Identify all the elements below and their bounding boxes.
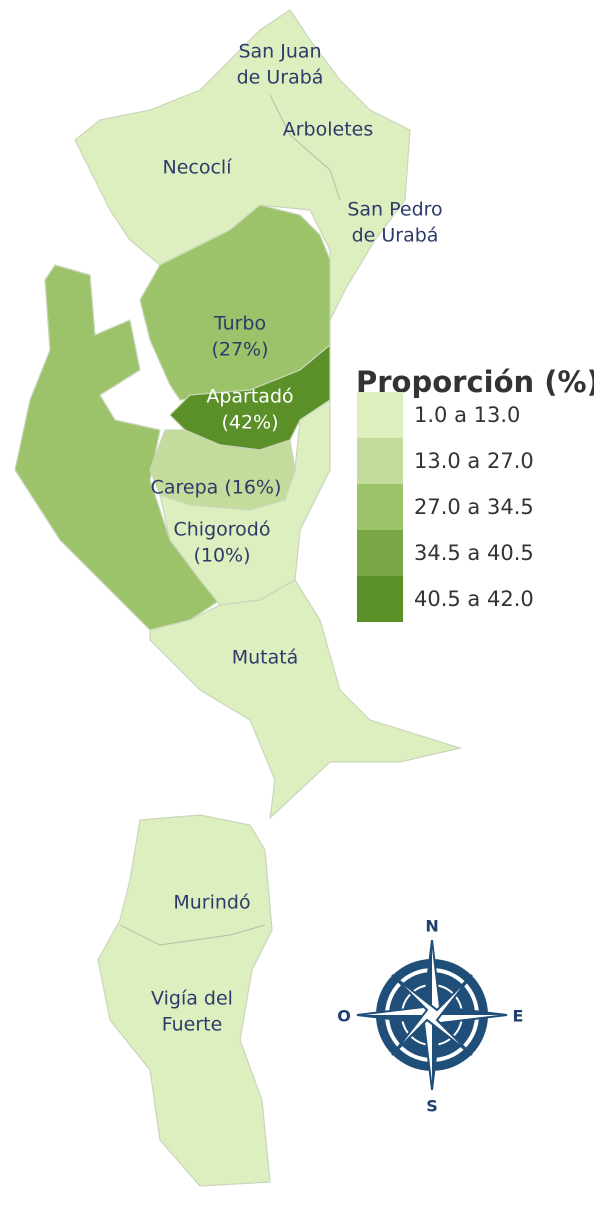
region-label: San Juan [238,41,321,63]
compass-rose: N E S O [337,917,523,1116]
boundary [119,924,266,946]
boundary [269,94,341,201]
region-label: San Pedro [347,199,442,221]
region-label: Apartadó [206,386,293,408]
legend-swatch [357,530,403,576]
legend-label: 27.0 a 34.5 [414,495,534,519]
region-label: de Urabá [237,67,324,89]
regions [14,9,463,1187]
legend: Proporción (%) 1.0 a 13.013.0 a 27.027.0… [356,365,594,622]
legend-label: 34.5 a 40.5 [414,541,534,565]
region-chigorodo [159,398,331,606]
region-label: (27%) [211,339,268,361]
region-label: Arboletes [283,119,374,141]
boundaries [119,94,341,946]
compass-s: S [426,1097,438,1116]
compass-star-minor [391,974,473,1056]
legend-swatch [357,576,403,622]
legend-swatch [357,484,403,530]
legend-label: 13.0 a 27.0 [414,449,534,473]
legend-swatch [357,438,403,484]
region-label: Murindó [173,892,250,914]
compass-e: E [513,1007,524,1026]
region-label: Turbo [213,313,266,335]
legend-swatch [357,392,403,438]
region-mutata [149,579,463,820]
region-south [97,814,273,1187]
region-label: Necoclí [163,157,233,179]
legend-label: 40.5 a 42.0 [414,587,534,611]
region-label: (42%) [221,412,278,434]
compass-n: N [425,917,438,936]
region-label: Mutatá [232,647,299,669]
legend-label: 1.0 a 13.0 [414,403,520,427]
region-label: Fuerte [162,1014,223,1036]
compass-o: O [337,1007,351,1026]
region-label: Chigorodó [174,519,271,541]
region-label: Carepa (16%) [151,477,282,499]
region-label: de Urabá [352,225,439,247]
region-label: Vigía del [151,988,233,1010]
region-label: (10%) [193,545,250,567]
labels: San Juan de Urabá Arboletes Necoclí San Pedr… [151,41,443,1036]
